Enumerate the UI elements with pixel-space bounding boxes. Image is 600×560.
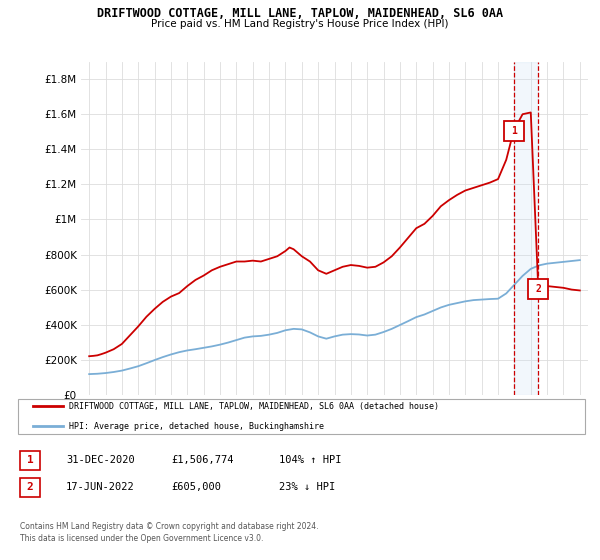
Text: 23% ↓ HPI: 23% ↓ HPI <box>279 482 335 492</box>
Text: 1: 1 <box>511 125 517 136</box>
Text: DRIFTWOOD COTTAGE, MILL LANE, TAPLOW, MAIDENHEAD, SL6 0AA (detached house): DRIFTWOOD COTTAGE, MILL LANE, TAPLOW, MA… <box>69 402 439 411</box>
Text: 31-DEC-2020: 31-DEC-2020 <box>66 455 135 465</box>
Text: 2: 2 <box>26 482 34 492</box>
Text: Contains HM Land Registry data © Crown copyright and database right 2024.
This d: Contains HM Land Registry data © Crown c… <box>20 522 319 543</box>
Text: 1: 1 <box>26 455 34 465</box>
Bar <box>514 62 538 395</box>
Text: £1,506,774: £1,506,774 <box>171 455 233 465</box>
Text: HPI: Average price, detached house, Buckinghamshire: HPI: Average price, detached house, Buck… <box>69 422 324 431</box>
Text: 104% ↑ HPI: 104% ↑ HPI <box>279 455 341 465</box>
Text: Price paid vs. HM Land Registry's House Price Index (HPI): Price paid vs. HM Land Registry's House … <box>151 19 449 29</box>
Text: 17-JUN-2022: 17-JUN-2022 <box>66 482 135 492</box>
Text: £605,000: £605,000 <box>171 482 221 492</box>
Text: DRIFTWOOD COTTAGE, MILL LANE, TAPLOW, MAIDENHEAD, SL6 0AA: DRIFTWOOD COTTAGE, MILL LANE, TAPLOW, MA… <box>97 7 503 20</box>
Text: 2: 2 <box>535 284 541 293</box>
